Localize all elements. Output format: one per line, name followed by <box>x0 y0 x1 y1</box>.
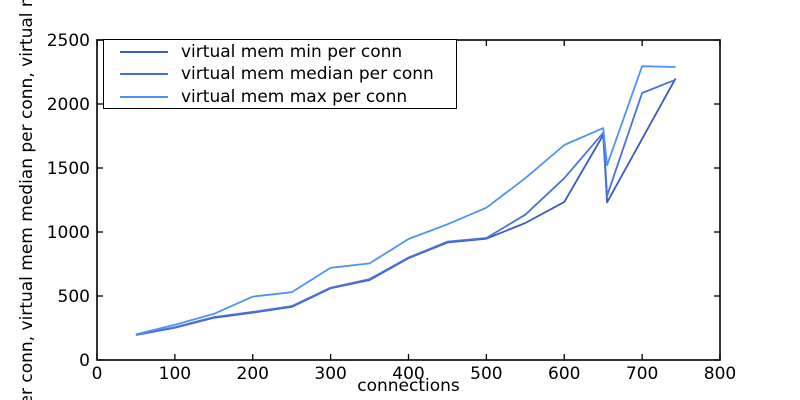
series-line-1 <box>135 78 676 336</box>
x-tick-label: 500 <box>470 364 502 384</box>
y-axis-label: er conn, virtual mem median per conn, vi… <box>17 0 37 400</box>
legend-item-min: virtual mem min per conn <box>104 41 456 63</box>
y-tick-label: 1500 <box>47 159 90 179</box>
legend-item-median: virtual mem median per conn <box>104 63 456 85</box>
legend-line-sample-median <box>120 73 168 75</box>
legend-label-min: virtual mem min per conn <box>181 41 403 62</box>
legend: virtual mem min per conn virtual mem med… <box>103 39 457 109</box>
legend-line-sample-min <box>120 50 168 53</box>
series-line-2 <box>135 65 676 336</box>
legend-item-max: virtual mem max per conn <box>104 86 456 108</box>
series-line-0 <box>135 77 677 336</box>
x-axis-label: connections <box>357 376 460 396</box>
x-tick-label: 100 <box>159 364 191 384</box>
legend-line-sample-max <box>120 95 168 98</box>
x-tick-label: 400 <box>392 364 424 384</box>
y-tick-label: 1000 <box>47 223 90 243</box>
x-tick-label: 200 <box>237 364 269 384</box>
y-tick-label: 0 <box>79 351 90 371</box>
x-tick-label: 600 <box>548 364 580 384</box>
y-tick-label: 500 <box>58 287 90 307</box>
x-tick-label: 800 <box>704 364 736 384</box>
legend-label-max: virtual mem max per conn <box>181 86 408 107</box>
x-tick-label: 300 <box>314 364 346 384</box>
legend-label-median: virtual mem median per conn <box>181 64 434 84</box>
x-tick-label: 700 <box>626 364 658 384</box>
y-tick-label: 2500 <box>47 31 90 51</box>
y-tick-label: 2000 <box>47 95 90 115</box>
x-tick-label: 0 <box>92 364 103 384</box>
